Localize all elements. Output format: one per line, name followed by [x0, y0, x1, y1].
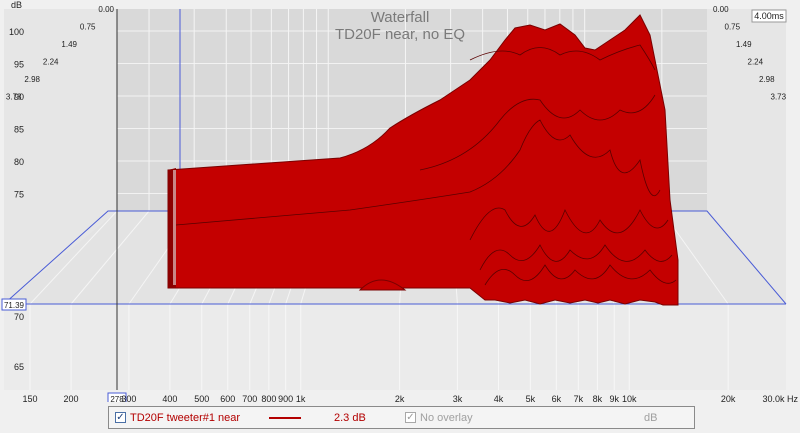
chart-subtitle: TD20F near, no EQ — [335, 26, 465, 43]
right-wall — [707, 9, 786, 304]
legend-bar: ✓ TD20F tweeter#1 near 2.3 dB ✓ No overl… — [108, 406, 695, 429]
x-gridline-floor — [70, 210, 150, 305]
overlay-unit: dB — [644, 412, 658, 424]
front-plane — [4, 304, 786, 390]
y-tick-label: 100 — [9, 27, 24, 37]
cursor-x-readout-box — [107, 392, 127, 402]
x-tick-label: 9k — [609, 394, 619, 402]
x-tick-label: 3k — [453, 394, 463, 402]
y-unit-label: dB — [11, 0, 22, 10]
y-tick-label: 65 — [14, 362, 24, 372]
left-wall — [4, 9, 117, 304]
time-tick-label-right: 3.73 — [771, 93, 787, 102]
series-label[interactable]: TD20F tweeter#1 near — [130, 412, 241, 424]
x-tick-label: 800 — [261, 394, 276, 402]
series-value: 2.3 dB — [334, 412, 366, 424]
x-tick-label: 200 — [64, 394, 79, 402]
x-tick-label: 8k — [593, 394, 603, 402]
overlay-label[interactable]: No overlay — [420, 412, 473, 424]
time-tick-label-left: 2.24 — [43, 58, 59, 67]
x-tick-label: 5k — [526, 394, 536, 402]
cursor-y-readout-box — [1, 298, 27, 311]
time-readout-box — [751, 9, 787, 23]
chart-title: Waterfall — [371, 9, 430, 26]
x-tick-label: 1k — [296, 394, 306, 402]
time-axis-ticks: 0.00 0.000.75 0.751.49 1.492.24 2.242.98 2.98… — [6, 5, 787, 102]
x-tick-label: 7k — [574, 394, 584, 402]
time-tick-label-right: 1.49 — [736, 40, 752, 49]
y-axis-ticks: 100 95 90 85 80 75 70 65 — [9, 27, 24, 372]
x-tick-label: 4k — [494, 394, 504, 402]
x-gridline-floor — [29, 210, 118, 305]
time-tick-label-right: 0.75 — [725, 23, 741, 32]
time-tick-label-left: 0.00 — [98, 5, 114, 14]
waterfall-plot[interactable]: Waterfall TD20F near, no EQ dB 4.00ms 71… — [0, 0, 800, 402]
x-tick-label: 700 — [242, 394, 257, 402]
x-axis-end-label: 30.0k Hz — [762, 394, 798, 402]
time-tick-label-left: 3.73 — [6, 93, 22, 102]
overlay-checkbox[interactable]: ✓ — [405, 412, 416, 423]
time-readout: 4.00ms — [754, 11, 784, 21]
time-tick-label-left: 1.49 — [61, 40, 77, 49]
x-tick-label: 6k — [552, 394, 562, 402]
y-tick-label: 95 — [14, 60, 24, 70]
waterfall-surface — [167, 14, 679, 306]
x-tick-label: 300 — [121, 394, 136, 402]
x-tick-label: 150 — [22, 394, 37, 402]
y-tick-label: 80 — [14, 157, 24, 167]
y-tick-label: 85 — [14, 125, 24, 135]
x-tick-label: 600 — [220, 394, 235, 402]
y-tick-label: 75 — [14, 190, 24, 200]
y-tick-label: 70 — [14, 312, 24, 322]
time-tick-label-left: 0.75 — [80, 23, 96, 32]
x-axis-ticks: 150 200 300 400 500 600 700 800 900 1k 2k 3k 4k 5k 6k 7… — [22, 394, 735, 402]
x-tick-label: 500 — [194, 394, 209, 402]
x-tick-label: 2k — [395, 394, 405, 402]
time-tick-label-right: 2.24 — [748, 58, 764, 67]
y-tick-label: 90 — [14, 92, 24, 102]
cursor-y-readout: 71.39 — [4, 301, 25, 310]
series-checkbox[interactable]: ✓ — [115, 412, 126, 423]
x-tick-label: 10k — [622, 394, 637, 402]
x-tick-label: 900 — [278, 394, 293, 402]
time-tick-label-left: 2.98 — [24, 75, 40, 84]
x-tick-label: 400 — [162, 394, 177, 402]
time-tick-label-right: 0.00 — [713, 5, 729, 14]
time-tick-label-right: 2.98 — [759, 75, 775, 84]
cursor-x-readout: 278 — [110, 395, 124, 402]
series-line-swatch — [269, 417, 301, 419]
x-tick-label: 20k — [721, 394, 736, 402]
